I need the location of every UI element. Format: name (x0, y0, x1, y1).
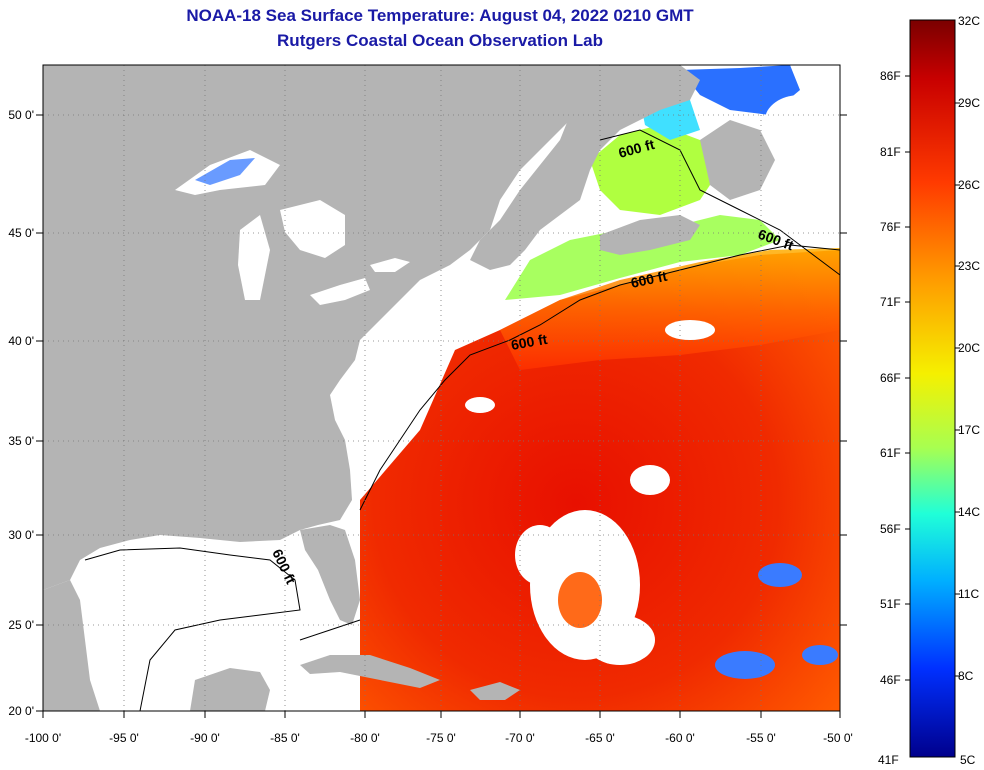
colorbar: 32C 29C 26C 23C 20C 17C 14C 11C 8C 5C 86… (878, 14, 980, 767)
colorbar-f-label: 51F (880, 597, 901, 611)
map-subtitle: Rutgers Coastal Ocean Observation Lab (277, 31, 603, 50)
land-atlantic-canada (470, 65, 700, 270)
colorbar-f-label: 61F (880, 446, 901, 460)
y-tick-label: 40 0' (8, 334, 34, 348)
land-newfoundland (700, 120, 775, 200)
land-hispaniola (470, 682, 520, 700)
colorbar-gradient (909, 19, 956, 758)
cloud-patches (465, 95, 835, 665)
colorbar-c-label: 14C (958, 505, 980, 519)
land-florida (300, 525, 360, 625)
colorbar-f-label: 66F (880, 371, 901, 385)
contour-600ft (84, 129, 840, 711)
x-tick-label: -65 0' (585, 731, 615, 745)
land-cuba (300, 655, 440, 688)
y-tick-label: 35 0' (8, 434, 34, 448)
x-tick-label: -100 0' (25, 731, 61, 745)
y-tick-label: 45 0' (8, 226, 34, 240)
x-tick-label: -50 0' (823, 731, 853, 745)
x-tick-label: -85 0' (270, 731, 300, 745)
x-axis: -100 0' -95 0' -90 0' -85 0' -80 0' -75 … (25, 731, 853, 745)
sst-cool-shelf (505, 215, 780, 300)
colorbar-c-label: 11C (958, 587, 979, 601)
contour-label-4: 600 ft (510, 331, 549, 353)
colorbar-c-label: 26C (958, 178, 980, 192)
x-tick-label: -80 0' (350, 731, 380, 745)
colorbar-c-label: 29C (958, 96, 980, 110)
x-tick-label: -95 0' (109, 731, 139, 745)
land-mexico (43, 580, 100, 711)
land-yucatan (190, 668, 270, 711)
land-north-america (43, 65, 590, 590)
colorbar-f-label: 76F (880, 220, 901, 234)
sst-ocean-north (500, 248, 840, 370)
axis-ticks (36, 114, 847, 718)
y-tick-label: 20 0' (8, 704, 34, 718)
colorbar-c-label: 32C (958, 14, 980, 28)
x-tick-label: -55 0' (746, 731, 776, 745)
colorbar-f-label: 71F (880, 295, 901, 309)
colorbar-f-label: 81F (880, 145, 901, 159)
y-tick-label: 25 0' (8, 618, 34, 632)
sst-cold-labrador (680, 65, 800, 115)
cold-patches (715, 563, 838, 679)
colorbar-f-label: 56F (880, 522, 901, 536)
colorbar-f-label: 86F (880, 69, 901, 83)
land-nova-scotia (600, 215, 700, 255)
colorbar-f-label: 46F (880, 673, 901, 687)
colorbar-c-label: 5C (960, 753, 976, 767)
x-tick-label: -90 0' (190, 731, 220, 745)
x-tick-label: -60 0' (665, 731, 695, 745)
colorbar-f-label: 41F (878, 753, 899, 767)
x-tick-label: -75 0' (426, 731, 456, 745)
sst-cool-gulf-stlawrence (590, 125, 720, 215)
x-tick-label: -70 0' (505, 731, 535, 745)
y-tick-label: 50 0' (8, 108, 34, 122)
great-lakes (175, 150, 410, 305)
map-title: NOAA-18 Sea Surface Temperature: August … (186, 6, 694, 25)
colorbar-c-label: 23C (958, 259, 980, 273)
colorbar-c-label: 17C (958, 423, 980, 437)
colorbar-c-label: 8C (958, 669, 974, 683)
y-axis: 50 0' 45 0' 40 0' 35 0' 30 0' 25 0' 20 0… (8, 108, 34, 718)
y-tick-label: 30 0' (8, 528, 34, 542)
contour-label-3: 600 ft (629, 268, 668, 291)
colorbar-c-label: 20C (958, 341, 980, 355)
